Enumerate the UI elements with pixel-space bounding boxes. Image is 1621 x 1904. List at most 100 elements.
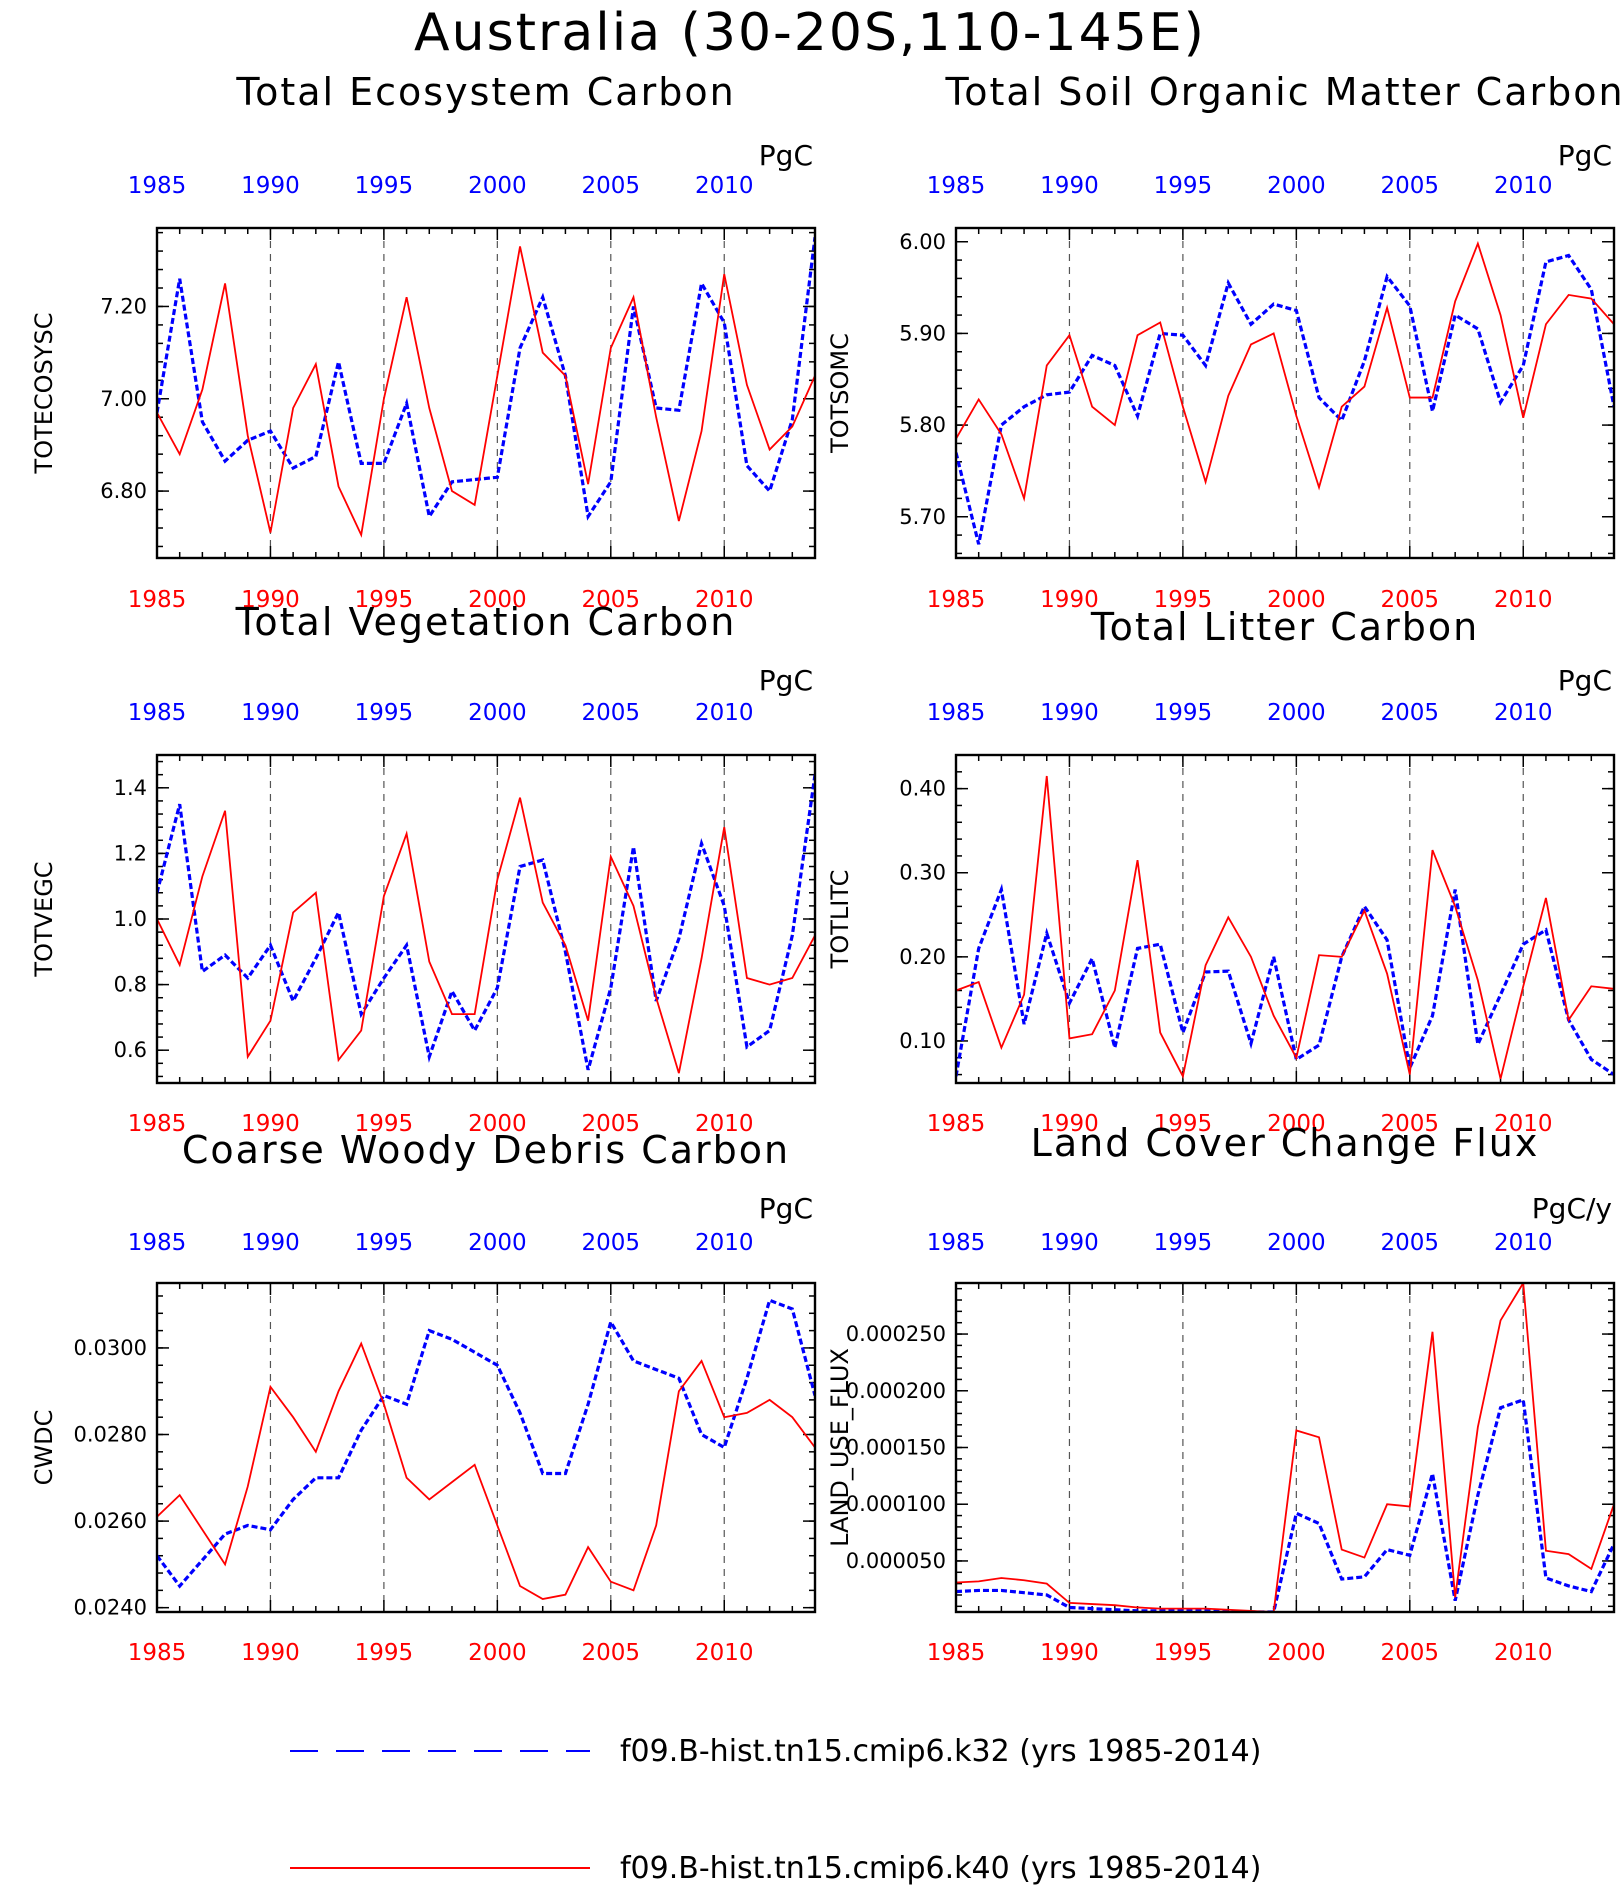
x-tick-label-bottom: 1990 [241,1640,300,1666]
panel-1: Total Ecosystem Carbon PgC 1985 1985 1990 199… [30,70,817,613]
series-line-k32 [956,253,1614,545]
y-tick-label: 5.80 [899,413,946,437]
y-axis-label: CWDC [30,1410,58,1486]
y-tick-label: 6.80 [100,479,147,503]
x-tick-label-bottom: 1990 [1040,1111,1099,1137]
legend-label-k32: f09.B-hist.tn15.cmip6.k32 (yrs 1985-2014… [620,1734,1261,1769]
y-tick-label: 0.40 [899,777,946,801]
panel-5: Coarse Woody Debris Carbon PgC 1985 1985 199… [30,1128,817,1666]
x-tick-label-bottom: 2010 [695,1640,754,1666]
x-tick-label-bottom: 2010 [1494,1111,1553,1137]
y-tick-label: 5.70 [899,505,946,529]
x-tick-label-top: 1995 [355,700,414,726]
x-tick-label-bottom: 1990 [241,587,300,613]
x-tick-label-bottom: 2000 [468,1111,527,1137]
x-tick-label-bottom: 2005 [582,1111,641,1137]
x-tick-label-top: 2000 [468,700,527,726]
y-tick-label: 0.6 [114,1038,147,1062]
x-tick-label-bottom: 2000 [468,1640,527,1666]
panel-title: Total Ecosystem Carbon [235,70,735,114]
plot-frame [155,753,817,1085]
x-tick-label-top: 1995 [355,173,414,199]
panel-title: Land Cover Change Flux [1031,1121,1540,1165]
panel-title: Total Soil Organic Matter Carbon [944,70,1621,114]
x-tick-label-top: 2010 [695,1230,754,1256]
series-line-k40 [157,246,815,538]
panel-6: Land Cover Change Flux PgC/y 1985 1985 1990 1… [826,1121,1616,1666]
x-tick-label-bottom: 2000 [1267,1640,1326,1666]
units-label: PgC [759,664,813,697]
x-tick-label-bottom: 1990 [1040,587,1099,613]
x-tick-label-top: 1990 [1040,700,1099,726]
series-line-k32 [157,774,815,1071]
y-tick-label: 0.000050 [846,1549,946,1573]
units-label: PgC [759,139,813,172]
x-tick-label-top: 2010 [1494,1230,1553,1256]
x-tick-label-bottom: 1995 [1154,587,1213,613]
y-tick-label: 6.00 [899,230,946,254]
x-tick-label-bottom: 2000 [468,587,527,613]
x-tick-label-top: 2005 [582,1230,641,1256]
y-tick-label: 0.20 [899,945,946,969]
x-tick-label-top: 2000 [1267,700,1326,726]
y-axis-label: TOTVEGC [30,861,58,977]
x-tick-label-top: 1990 [1040,1230,1099,1256]
panels: Total Ecosystem Carbon PgC 1985 1985 1990 199… [30,70,1621,1666]
x-tick-label-bottom: 1985 [128,1640,187,1666]
y-tick-label: 0.0300 [74,1336,147,1360]
y-tick-label: 1.0 [114,907,147,931]
y-tick-label: 0.0260 [74,1509,147,1533]
x-tick-label-top: 1985 [128,1230,187,1256]
x-tick-label-top: 1985 [128,700,187,726]
x-tick-label-top: 1990 [241,173,300,199]
units-label: PgC [1558,664,1612,697]
y-axis-label: TOTECOSYSC [30,313,58,475]
legend: f09.B-hist.tn15.cmip6.k32 (yrs 1985-2014… [290,1734,1261,1886]
x-tick-label-bottom: 1995 [1154,1111,1213,1137]
x-tick-label-top: 2000 [1267,1230,1326,1256]
x-tick-label-bottom: 1985 [128,587,187,613]
plot-frame [954,1281,1616,1614]
x-tick-label-bottom: 1990 [1040,1640,1099,1666]
y-tick-label: 7.20 [100,294,147,318]
x-tick-label-top: 2010 [1494,700,1553,726]
y-tick-label: 0.0280 [74,1423,147,1447]
x-tick-label-bottom: 2005 [1381,1640,1440,1666]
x-tick-label-bottom: 1985 [927,587,986,613]
x-tick-label-top: 1985 [927,700,986,726]
x-tick-label-bottom: 1995 [355,587,414,613]
x-tick-label-bottom: 2005 [582,1640,641,1666]
series-line-k40 [956,1283,1614,1612]
x-tick-label-top: 2000 [468,1230,527,1256]
x-tick-label-bottom: 2005 [1381,1111,1440,1137]
x-tick-label-top: 2005 [1381,1230,1440,1256]
y-axis-label: LAND_USE_FLUX [826,1348,854,1547]
x-tick-label-bottom: 1995 [355,1111,414,1137]
plot-frame [155,226,817,560]
x-tick-label-top: 1990 [241,700,300,726]
x-tick-label-bottom: 1995 [355,1640,414,1666]
x-tick-label-bottom: 1985 [927,1111,986,1137]
x-tick-label-bottom: 2010 [1494,1640,1553,1666]
panel-4: Total Litter Carbon PgC 1985 1985 1990 1990 19… [826,605,1616,1137]
x-tick-label-top: 2000 [1267,173,1326,199]
x-tick-label-top: 2005 [1381,173,1440,199]
x-tick-label-top: 2010 [695,173,754,199]
panel-2: Total Soil Organic Matter Carbon PgC 1985 1… [826,70,1621,613]
x-tick-label-top: 1995 [355,1230,414,1256]
y-tick-label: 0.000100 [846,1492,946,1516]
x-tick-label-top: 1995 [1154,700,1213,726]
plot-frame [155,1281,817,1614]
y-tick-label: 0.000200 [846,1379,946,1403]
y-tick-label: 5.90 [899,321,946,345]
panel-title: Total Vegetation Carbon [235,600,737,644]
x-tick-label-bottom: 2010 [695,587,754,613]
y-tick-label: 0.000150 [846,1436,946,1460]
x-tick-label-top: 1985 [128,173,187,199]
y-tick-label: 1.4 [114,776,147,800]
units-label: PgC [1558,139,1612,172]
series-line-k40 [157,1341,815,1600]
x-tick-label-bottom: 2010 [695,1111,754,1137]
x-tick-label-top: 1995 [1154,173,1213,199]
